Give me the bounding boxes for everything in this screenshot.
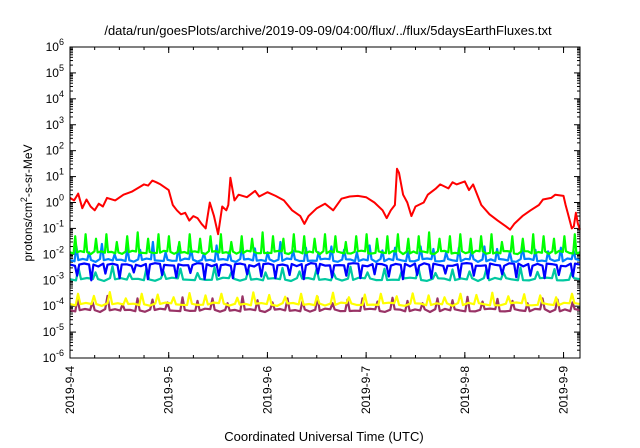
series-line [69,240,581,263]
y-tick-label-base: 10 [46,118,60,132]
series-line [69,167,581,236]
series-line [69,231,581,256]
y-tick-label: 10-6 [43,348,64,365]
x-tick-label: 2019-9-5 [162,366,176,414]
y-tick-label: 10-3 [43,270,64,287]
x-tick-label: 2019-9-7 [359,366,373,414]
y-tick-label-exp: 5 [59,63,64,73]
y-tick-label-base: 10 [43,247,57,261]
y-tick-label: 103 [46,115,64,132]
y-tick-label-base: 10 [46,66,60,80]
x-axis-label: Coordinated Universal Time (UTC) [224,429,423,444]
y-tick-label-exp: -4 [56,296,64,306]
y-tick-label-exp: -2 [56,244,64,254]
y-tick-label-base: 10 [43,351,57,365]
y-tick-label-base: 10 [43,273,57,287]
y-tick-label-base: 10 [46,40,60,54]
y-tick-label-base: 10 [43,221,57,235]
x-tick-label: 2019-9-9 [557,366,571,414]
y-tick-label: 102 [46,141,64,158]
y-tick-label-exp: -5 [56,322,64,332]
y-tick-label-base: 10 [46,144,60,158]
y-axis-label-base: protons/cm [21,202,35,261]
x-tick-label: 2019-9-4 [63,366,77,414]
y-tick-label-exp: 2 [59,141,64,151]
y-tick-label-exp: 6 [59,37,64,47]
y-tick-label: 101 [46,167,64,184]
y-tick-label-exp: 1 [59,167,64,177]
y-tick-label: 10-4 [43,296,64,313]
y-tick-label-exp: -3 [56,270,64,280]
y-tick-label: 10-2 [43,244,64,261]
y-tick-label: 10-1 [43,218,64,235]
y-tick-label: 104 [46,89,64,106]
y-tick-label: 105 [46,63,64,80]
series-line [69,291,581,307]
y-tick-label: 100 [46,193,64,210]
y-tick-label: 106 [46,37,64,54]
series-line [69,265,581,283]
y-axis-label: protons/cm2-s-sr-MeV [19,144,35,261]
y-tick-label-exp: -1 [56,218,64,228]
x-tick-label: 2019-9-6 [260,366,274,414]
y-axis-ticks: 10-610-510-410-310-210-11001011021031041… [43,37,580,365]
series-line [69,262,581,282]
y-tick-label-exp: -6 [56,348,64,358]
y-tick-label-exp: 0 [59,193,64,203]
y-tick-label-base: 10 [46,92,60,106]
plot-series [69,167,581,314]
y-axis-label-sup: 2 [19,197,29,202]
y-tick-label-base: 10 [43,299,57,313]
x-tick-label: 2019-9-8 [458,366,472,414]
y-tick-label-base: 10 [46,196,60,210]
y-tick-label-base: 10 [46,170,60,184]
y-tick-label-base: 10 [43,325,57,339]
y-tick-label: 10-5 [43,322,64,339]
y-tick-label-exp: 4 [59,89,64,99]
y-axis-label-rest: -s-sr-MeV [21,144,35,197]
x-axis-ticks: 2019-9-4 2019-9-5 2019-9-6 2019-9-7 2019-9-8… [63,47,571,414]
y-tick-label-exp: 3 [59,115,64,125]
plot-frame [69,46,581,359]
chart-title: /data/run/goesPlots/archive/2019-09-09/0… [104,23,552,38]
